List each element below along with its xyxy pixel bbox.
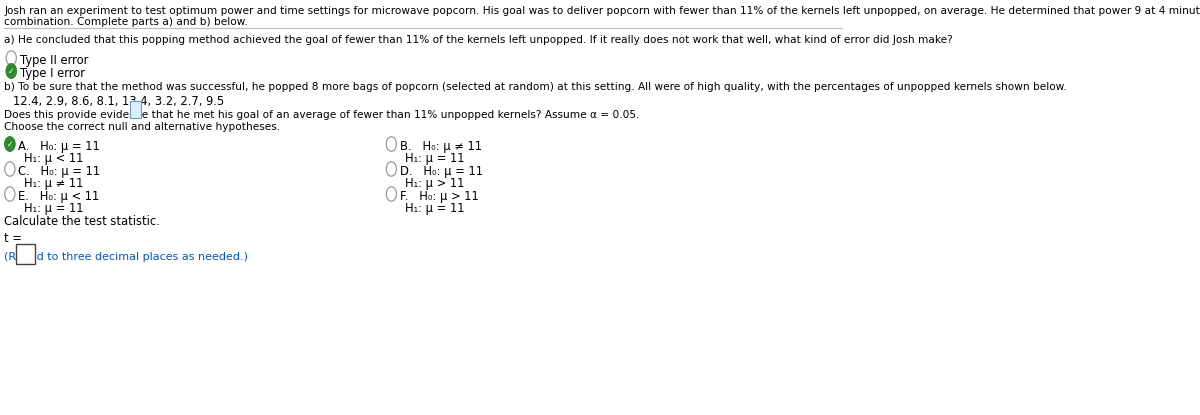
Text: t =: t =	[5, 232, 23, 245]
Text: combination. Complete parts a) and b) below.: combination. Complete parts a) and b) be…	[5, 17, 248, 27]
Text: D.   H₀: μ = 11: D. H₀: μ = 11	[400, 165, 482, 178]
Text: E.   H₀: μ < 11: E. H₀: μ < 11	[18, 190, 100, 203]
Text: Calculate the test statistic.: Calculate the test statistic.	[5, 215, 160, 228]
Text: H₁: μ = 11: H₁: μ = 11	[406, 152, 464, 165]
Text: H₁: μ = 11: H₁: μ = 11	[24, 202, 84, 215]
Text: ✓: ✓	[7, 139, 13, 149]
Text: H₁: μ < 11: H₁: μ < 11	[24, 152, 83, 165]
FancyBboxPatch shape	[16, 244, 35, 264]
Text: Type I error: Type I error	[19, 67, 85, 80]
Text: Choose the correct null and alternative hypotheses.: Choose the correct null and alternative …	[5, 122, 281, 132]
Text: Josh ran an experiment to test optimum power and time settings for microwave pop: Josh ran an experiment to test optimum p…	[5, 6, 1200, 16]
Text: 12.4, 2.9, 8.6, 8.1, 13.4, 3.2, 2.7, 9.5: 12.4, 2.9, 8.6, 8.1, 13.4, 3.2, 2.7, 9.5	[13, 95, 224, 108]
FancyBboxPatch shape	[130, 100, 140, 118]
Text: C.   H₀: μ = 11: C. H₀: μ = 11	[18, 165, 101, 178]
Text: Does this provide evidence that he met his goal of an average of fewer than 11% : Does this provide evidence that he met h…	[5, 110, 640, 120]
Text: H₁: μ > 11: H₁: μ > 11	[406, 177, 464, 190]
Text: Type II error: Type II error	[19, 54, 88, 67]
Text: F.   H₀: μ > 11: F. H₀: μ > 11	[400, 190, 479, 203]
Text: ✓: ✓	[8, 66, 14, 76]
Text: H₁: μ ≠ 11: H₁: μ ≠ 11	[24, 177, 83, 190]
Text: H₁: μ = 11: H₁: μ = 11	[406, 202, 464, 215]
Text: A.   H₀: μ = 11: A. H₀: μ = 11	[18, 140, 100, 153]
Ellipse shape	[6, 64, 17, 78]
Text: B.   H₀: μ ≠ 11: B. H₀: μ ≠ 11	[400, 140, 482, 153]
Text: (Round to three decimal places as needed.): (Round to three decimal places as needed…	[5, 252, 248, 262]
Text: b) To be sure that the method was successful, he popped 8 more bags of popcorn (: b) To be sure that the method was succes…	[5, 82, 1067, 92]
Text: a) He concluded that this popping method achieved the goal of fewer than 11% of : a) He concluded that this popping method…	[5, 35, 953, 45]
Ellipse shape	[5, 137, 14, 151]
